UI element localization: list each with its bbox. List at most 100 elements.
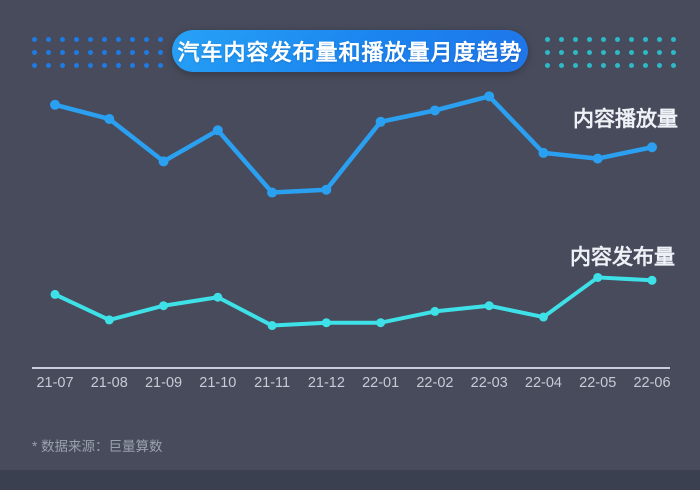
- data-point: [647, 142, 657, 153]
- decor-dot: [671, 50, 676, 55]
- title-pill: 汽车内容发布量和播放量月度趋势: [172, 30, 528, 72]
- data-point: [430, 306, 440, 316]
- x-tick-label: 22-01: [362, 375, 399, 391]
- data-point: [104, 315, 114, 325]
- decor-dot: [657, 50, 662, 55]
- data-point: [484, 91, 495, 102]
- decor-dot: [102, 63, 107, 68]
- data-point: [593, 272, 603, 282]
- data-point: [484, 301, 494, 311]
- decor-dot: [116, 37, 121, 42]
- decor-dot: [545, 63, 550, 68]
- data-point: [321, 318, 331, 328]
- decor-dot: [643, 50, 648, 55]
- decor-dot: [46, 37, 51, 42]
- decor-dot: [629, 50, 634, 55]
- decor-dot: [144, 50, 149, 55]
- dot-pattern-right-icon: [545, 37, 676, 68]
- data-point: [538, 147, 549, 158]
- decor-dot: [601, 37, 606, 42]
- data-point: [50, 289, 60, 299]
- decor-dot: [116, 50, 121, 55]
- data-point: [158, 156, 169, 167]
- decor-dot: [60, 50, 65, 55]
- data-point: [159, 301, 169, 311]
- decor-dot: [46, 50, 51, 55]
- series-line-0: [52, 94, 655, 195]
- data-point: [213, 292, 223, 302]
- decor-dot: [573, 37, 578, 42]
- x-tick-label: 22-04: [525, 375, 562, 391]
- x-tick-label: 22-02: [416, 375, 453, 391]
- data-point: [592, 153, 603, 164]
- decor-dot: [74, 37, 79, 42]
- decor-dot: [657, 63, 662, 68]
- x-tick-label: 21-10: [199, 375, 236, 391]
- decor-dot: [130, 63, 135, 68]
- decor-dot: [74, 50, 79, 55]
- decor-dot: [559, 50, 564, 55]
- x-tick-label: 22-03: [471, 375, 508, 391]
- x-tick-label: 21-08: [91, 375, 128, 391]
- decor-dot: [158, 50, 163, 55]
- decor-dot: [74, 63, 79, 68]
- decor-dot: [573, 63, 578, 68]
- data-point: [50, 99, 60, 110]
- decor-dot: [60, 63, 65, 68]
- data-point: [267, 187, 278, 198]
- decor-dot: [144, 37, 149, 42]
- decor-dot: [32, 50, 37, 55]
- decor-dot: [587, 50, 592, 55]
- decor-dot: [88, 63, 93, 68]
- decor-dot: [116, 63, 121, 68]
- decor-dot: [130, 37, 135, 42]
- x-tick-label: 22-05: [579, 375, 616, 391]
- x-tick-label: 21-09: [145, 375, 182, 391]
- decor-dot: [587, 63, 592, 68]
- decor-dot: [559, 37, 564, 42]
- decor-dot: [587, 37, 592, 42]
- decor-dot: [643, 63, 648, 68]
- data-point: [376, 318, 386, 328]
- decor-dot: [88, 50, 93, 55]
- decor-dot: [601, 63, 606, 68]
- data-point: [212, 125, 223, 136]
- decor-dot: [158, 37, 163, 42]
- decor-dot: [601, 50, 606, 55]
- decor-dot: [615, 50, 620, 55]
- chart-title: 汽车内容发布量和播放量月度趋势: [177, 40, 523, 65]
- decor-dot: [60, 37, 65, 42]
- data-point: [647, 275, 657, 285]
- decor-dot: [615, 63, 620, 68]
- decor-dot: [102, 50, 107, 55]
- series-label-publish: 内容发布量: [570, 246, 675, 269]
- decor-dot: [46, 63, 51, 68]
- dot-pattern-left-icon: [32, 37, 163, 68]
- decor-dot: [158, 63, 163, 68]
- bottom-strip: [0, 470, 700, 490]
- x-tick-label: 21-12: [308, 375, 345, 391]
- data-point: [429, 105, 440, 116]
- decor-dot: [88, 37, 93, 42]
- decor-dot: [144, 63, 149, 68]
- decor-dot: [559, 63, 564, 68]
- decor-dot: [130, 50, 135, 55]
- decor-dot: [643, 37, 648, 42]
- series-label-playback: 内容播放量: [573, 108, 678, 131]
- data-point: [538, 312, 548, 322]
- decor-dot: [629, 63, 634, 68]
- decor-dot: [102, 37, 107, 42]
- decor-dot: [629, 37, 634, 42]
- decor-dot: [32, 63, 37, 68]
- decor-dot: [671, 63, 676, 68]
- x-tick-label: 21-11: [254, 375, 290, 391]
- decor-dot: [545, 50, 550, 55]
- data-point: [321, 184, 332, 195]
- decor-dot: [545, 37, 550, 42]
- series-line-1: [53, 275, 654, 328]
- data-point: [267, 321, 277, 331]
- decor-dot: [615, 37, 620, 42]
- data-point: [375, 116, 386, 127]
